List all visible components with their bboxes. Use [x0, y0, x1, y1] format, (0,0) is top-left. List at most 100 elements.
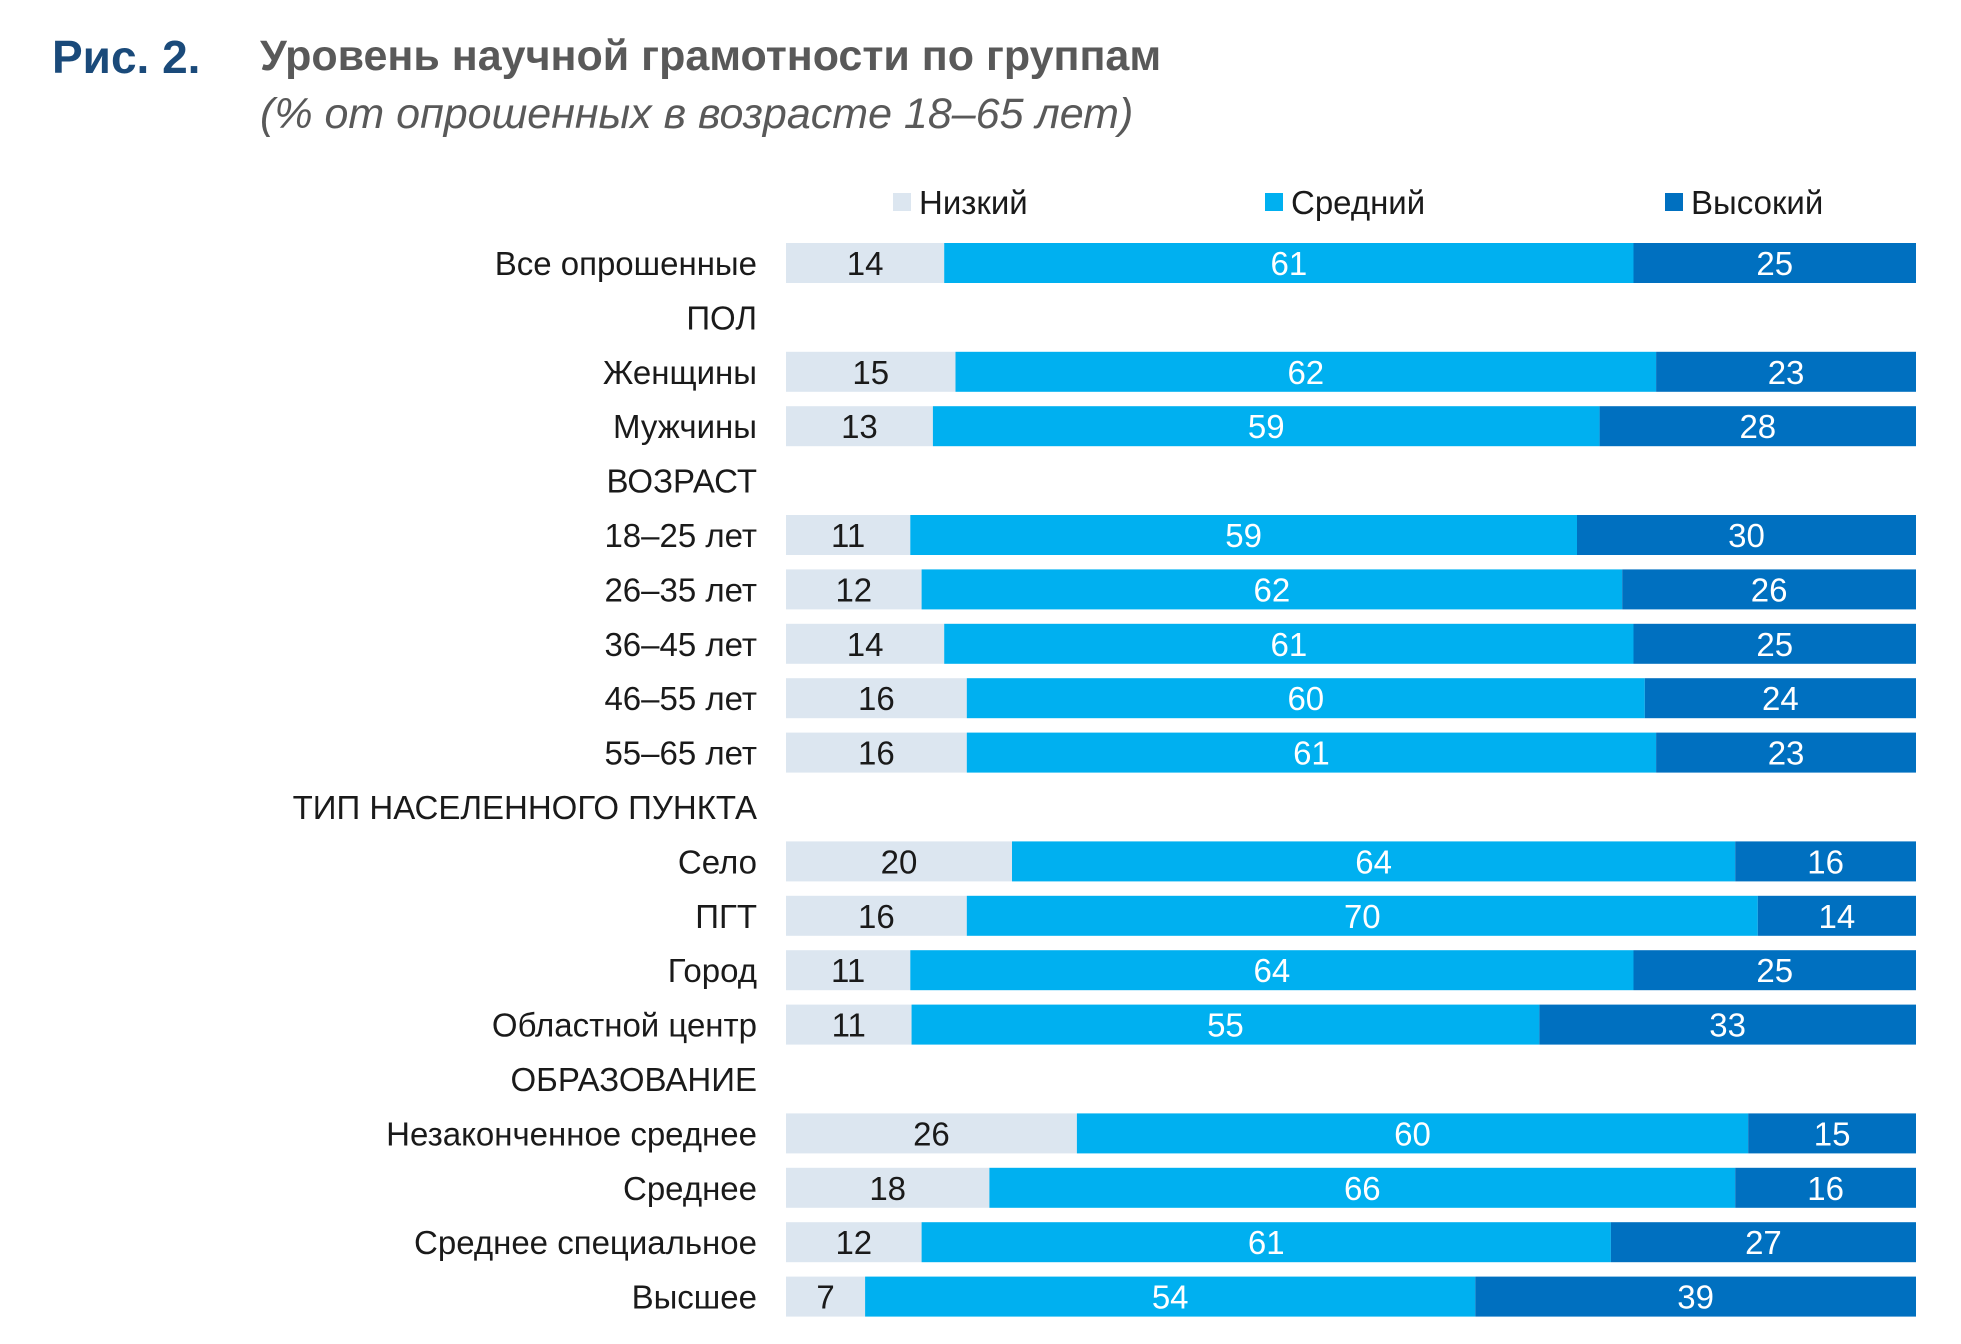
bar-segment-high: [1633, 623, 1916, 664]
chart-row-55-65-лет: 55–65 лет 16 61 23: [604, 732, 1916, 773]
bar-value-high: 24: [1762, 680, 1799, 717]
chart-row-18-25-лет: 18–25 лет 11 59 30: [604, 515, 1916, 555]
legend-swatch-low: [893, 193, 911, 211]
bar-value-high: 16: [1807, 1170, 1844, 1207]
bar-value-mid: 61: [1293, 735, 1330, 772]
bar-segment-mid: [955, 351, 1657, 392]
bar-segment-high: [1757, 895, 1916, 936]
bar-segment-mid: [966, 895, 1758, 936]
bar-segment-mid: [989, 1167, 1736, 1208]
bar-segment-low: [786, 732, 967, 773]
bar-value-high: 23: [1768, 735, 1805, 772]
legend-label-mid: Средний: [1291, 184, 1425, 221]
bar-segment-low: [786, 841, 1012, 882]
bar-value-low: 26: [913, 1115, 950, 1152]
chart-row-пол: ПОЛ: [686, 299, 757, 336]
bar-segment-mid: [1012, 841, 1736, 882]
group-header: ВОЗРАСТ: [607, 463, 758, 500]
legend-swatch-high: [1665, 193, 1683, 211]
bar-value-high: 26: [1751, 571, 1788, 608]
bar-segment-low: [786, 1167, 990, 1208]
bar-segment-low: [786, 1276, 866, 1317]
legend-swatch-mid: [1265, 193, 1283, 211]
row-label: Областной центр: [492, 1007, 757, 1044]
bar-value-low: 13: [841, 408, 878, 445]
bar-value-low: 16: [858, 680, 895, 717]
row-label: 46–55 лет: [604, 680, 757, 717]
bar-value-low: 11: [831, 952, 865, 989]
row-label: Женщины: [603, 354, 757, 391]
bar-value-mid: 54: [1152, 1279, 1189, 1316]
bar-segment-high: [1748, 1113, 1916, 1154]
bar-value-mid: 62: [1287, 354, 1324, 391]
row-label: Среднее: [623, 1170, 757, 1207]
bar-value-low: 7: [816, 1279, 834, 1316]
bar-segment-mid: [932, 406, 1600, 447]
bar-value-mid: 66: [1344, 1170, 1381, 1207]
chart-row-пгт: ПГТ 16 70 14: [695, 895, 1916, 936]
bar-value-mid: 61: [1248, 1224, 1285, 1261]
bar-segment-mid: [921, 569, 1623, 610]
chart-row-незаконченное-среднее: Незаконченное среднее 26 60 15: [386, 1113, 1916, 1154]
row-label: Высшее: [632, 1279, 757, 1316]
bar-segment-high: [1622, 569, 1916, 610]
bar-segment-low: [786, 1222, 922, 1263]
bar-value-high: 15: [1814, 1115, 1851, 1152]
bar-segment-mid: [911, 1004, 1540, 1045]
chart-row-возраст: ВОЗРАСТ: [607, 463, 758, 500]
bar-segment-high: [1539, 1004, 1916, 1045]
row-label: Среднее специальное: [414, 1224, 757, 1261]
row-label: 18–25 лет: [604, 517, 757, 554]
legend-label-low: Низкий: [919, 184, 1028, 221]
chart-row-город: Город 11 64 25: [668, 950, 1916, 991]
bar-value-high: 25: [1756, 952, 1793, 989]
group-header: ПОЛ: [686, 299, 757, 336]
bar-segment-mid: [921, 1222, 1611, 1263]
chart-row-областной-центр: Областной центр 11 55 33: [492, 1004, 1916, 1045]
bar-segment-mid: [966, 732, 1657, 773]
row-label: 26–35 лет: [604, 571, 757, 608]
bar-value-high: 33: [1709, 1007, 1746, 1044]
bar-segment-low: [786, 623, 945, 664]
bar-value-low: 12: [835, 571, 872, 608]
bar-value-low: 16: [858, 735, 895, 772]
bar-value-low: 11: [831, 517, 865, 554]
bar-value-low: 12: [835, 1224, 872, 1261]
bar-value-high: 23: [1768, 354, 1805, 391]
bar-value-low: 16: [858, 898, 895, 935]
bar-segment-low: [786, 950, 911, 991]
bar-value-high: 39: [1677, 1279, 1714, 1316]
bar-segment-mid: [910, 515, 1577, 555]
bar-value-mid: 64: [1355, 843, 1392, 880]
bar-segment-high: [1656, 732, 1916, 773]
bar-value-high: 25: [1756, 245, 1793, 282]
bar-value-low: 11: [832, 1007, 866, 1044]
bar-segment-low: [786, 895, 967, 936]
bar-segment-high: [1735, 841, 1916, 882]
chart-rows: Все опрошенные 14 61 25 ПОЛ Женщины 15 62 23 Мужч…: [293, 243, 1916, 1317]
chart-row-село: Село 20 64 16: [678, 841, 1916, 882]
row-label: Незаконченное среднее: [386, 1115, 757, 1152]
chart-row-образование: ОБРАЗОВАНИЕ: [511, 1061, 758, 1098]
chart-row-36-45-лет: 36–45 лет 14 61 25: [604, 623, 1916, 664]
bar-segment-mid: [944, 243, 1634, 283]
chart-row-среднее-специальное: Среднее специальное 12 61 27: [414, 1222, 1916, 1263]
chart-row-все-опрошенные: Все опрошенные 14 61 25: [495, 243, 1916, 283]
chart-row-46-55-лет: 46–55 лет 16 60 24: [604, 678, 1916, 719]
row-label: Все опрошенные: [495, 245, 757, 282]
chart-row-мужчины: Мужчины 13 59 28: [613, 406, 1916, 447]
group-header: ОБРАЗОВАНИЕ: [511, 1061, 758, 1098]
figure-title: Уровень научной грамотности по группам: [260, 32, 1162, 80]
row-label: 36–45 лет: [604, 626, 757, 663]
legend-item-low: Низкий: [893, 184, 1028, 221]
row-label: Мужчины: [613, 408, 757, 445]
figure-header: Рис. 2. Уровень научной грамотности по г…: [0, 0, 1961, 160]
figure-subtitle: (% от опрошенных в возрасте 18–65 лет): [260, 90, 1134, 138]
bar-segment-mid: [966, 678, 1645, 719]
bar-value-high: 14: [1819, 898, 1856, 935]
bar-value-high: 28: [1739, 408, 1776, 445]
bar-value-mid: 62: [1254, 571, 1291, 608]
bar-value-low: 15: [852, 354, 889, 391]
bar-value-low: 14: [847, 626, 884, 663]
